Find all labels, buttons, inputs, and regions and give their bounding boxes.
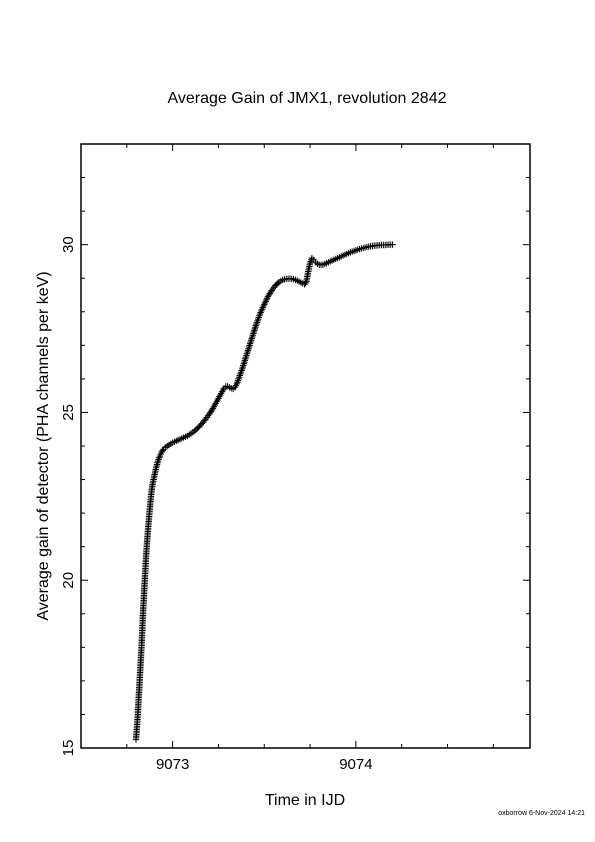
data-point [246,340,254,347]
y-tick-label: 25 [60,404,77,421]
x-tick-label: 9073 [156,756,189,773]
data-point [247,338,254,346]
data-point [248,335,255,342]
x-axis-label: Time in IJD [265,792,345,809]
data-point [247,337,255,344]
data-point [243,352,250,359]
data-point [244,347,252,354]
data-point [251,325,259,333]
axis-tick-labels: 9073 9074 15 20 25 30 [60,236,373,773]
data-point [241,357,249,364]
data-point [302,279,309,287]
data-point [259,304,266,311]
data-point [263,296,270,303]
data-point [249,333,256,341]
data-point [251,327,258,334]
data-point [244,348,251,356]
data-point [253,320,260,328]
footer-stamp: oxborrow 6-Nov-2024 14:21 [498,810,585,817]
data-point [252,322,260,329]
data-point [258,307,265,315]
data-point [155,454,163,461]
data-point [250,330,257,337]
data-point [261,301,268,308]
data-point [241,358,248,366]
data-point [389,241,396,248]
data-point [252,324,259,331]
data-point [260,302,267,310]
y-axis-label: Average gain of detector (PHA channels p… [35,271,52,620]
data-point [307,258,314,265]
x-tick-label: 9074 [339,756,372,773]
data-points [132,241,396,743]
data-point [242,353,250,361]
data-point [246,342,253,349]
data-point [245,343,253,351]
data-point [261,299,269,307]
y-tick-label: 15 [60,740,77,757]
axis-ticks [81,144,530,748]
data-point [159,447,166,454]
data-point [249,332,256,339]
data-point [245,345,252,352]
data-point [242,355,249,362]
data-point [257,309,264,316]
data-point [258,306,266,313]
y-tick-label: 20 [60,572,77,589]
y-tick-label: 30 [60,236,77,253]
plot-frame [80,143,531,749]
data-point [243,350,251,357]
chart-title: Average Gain of JMX1, revolution 2842 [168,90,447,107]
data-point [250,328,257,336]
data-point [262,298,269,305]
data-point [240,362,247,369]
data-point [240,360,248,367]
